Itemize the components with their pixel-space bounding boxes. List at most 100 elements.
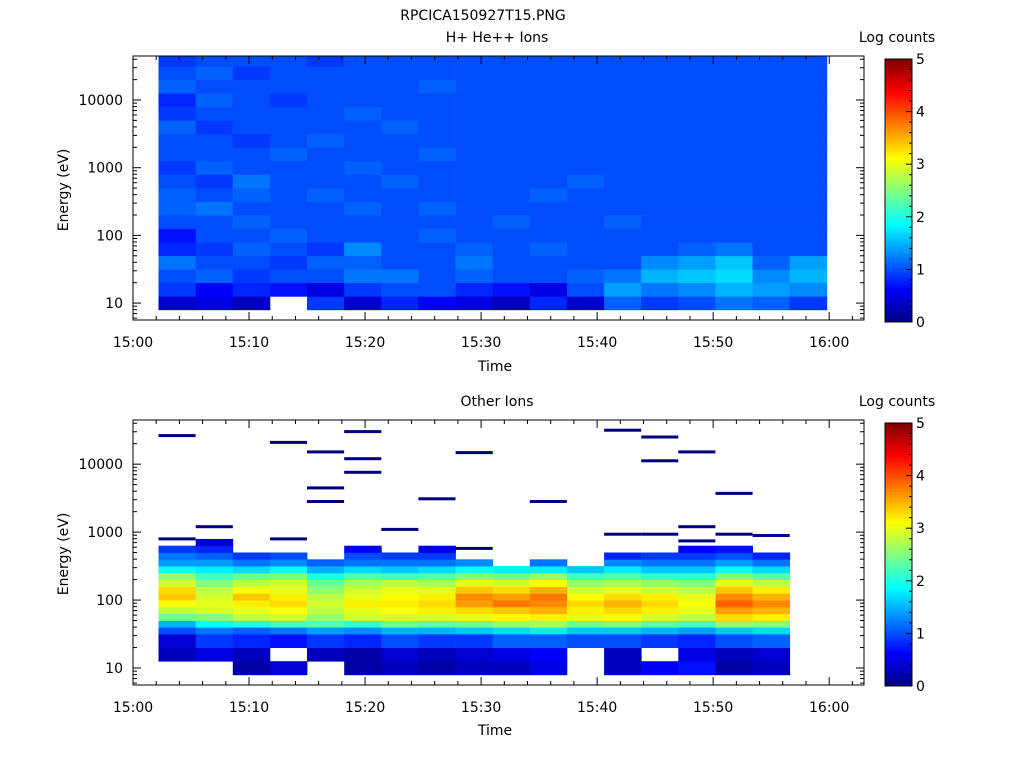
heatmap-area: [158, 428, 791, 676]
y-axis-label: Energy (eV): [56, 149, 72, 232]
colorbar-segment: [885, 433, 912, 437]
colorbar-segment: [885, 509, 912, 513]
heatmap-cell: [529, 661, 568, 676]
heatmap-cell: [752, 559, 791, 567]
heatmap-cell: [269, 627, 308, 635]
heatmap-cell: [789, 120, 828, 135]
heatmap-cell: [752, 586, 791, 594]
heatmap-cell: [641, 552, 679, 560]
heatmap-cell: [307, 79, 345, 94]
colorbar-segment: [885, 77, 912, 81]
heatmap-cell: [455, 120, 494, 135]
heatmap-cell: [678, 188, 716, 202]
heatmap-cell: [715, 579, 753, 587]
heatmap-cell: [307, 296, 345, 311]
heatmap-cell: [529, 647, 568, 662]
heatmap-cell: [641, 106, 679, 121]
heatmap-cell: [715, 647, 753, 662]
colorbar-segment: [885, 507, 912, 511]
heatmap-cell: [492, 106, 531, 121]
colorbar-segment: [885, 177, 912, 181]
heatmap-cell: [158, 133, 196, 148]
heatmap-cell: [715, 56, 753, 67]
heatmap-cell: [678, 174, 716, 189]
colorbar-tick-label: 5: [916, 52, 925, 68]
colorbar-segment: [885, 151, 912, 155]
x-tick-label: 15:30: [461, 700, 501, 716]
heatmap-cell: [418, 66, 456, 81]
heatmap-cell: [604, 613, 642, 621]
colorbar: 0 1 2 3 4 5: [884, 416, 925, 695]
colorbar-segment: [885, 617, 912, 621]
colorbar-segment: [885, 61, 912, 65]
heatmap-cell: [492, 634, 531, 648]
heatmap-cell: [344, 634, 382, 648]
heatmap-cell: [492, 120, 531, 135]
heatmap-cell: [789, 201, 828, 216]
heatmap-cell: [752, 627, 791, 635]
heatmap-cell: [752, 79, 791, 94]
heatmap-cell: [789, 174, 828, 189]
heatmap-cell: [604, 188, 642, 202]
heatmap-cell: [455, 228, 494, 243]
heatmap-cell: [715, 201, 753, 216]
heatmap-cell: [529, 160, 568, 175]
heatmap-cell: [344, 606, 382, 615]
heatmap-cell: [344, 647, 382, 662]
heatmap-cell: [567, 613, 605, 621]
colorbar-segment: [885, 101, 912, 105]
heatmap-cell: [269, 572, 308, 581]
panel-h-he-ions: H+ He++ Ions Log counts Time Energy (eV)…: [56, 30, 935, 375]
heatmap-cell: [232, 66, 271, 81]
heatmap-cell: [195, 586, 234, 594]
colorbar-segment: [885, 607, 912, 611]
heatmap-cell: [604, 606, 642, 615]
colorbar-segment: [885, 282, 912, 286]
colorbar-segment: [885, 683, 912, 687]
heatmap-cell: [232, 255, 271, 270]
heatmap-cell: [567, 201, 605, 216]
heatmap-cell: [604, 133, 642, 148]
heatmap-cell: [269, 593, 308, 601]
colorbar-segment: [885, 451, 912, 456]
heatmap-cell: [567, 120, 605, 135]
heatmap-cell: [492, 255, 531, 270]
heatmap-cell: [158, 566, 196, 574]
colorbar-segment: [885, 430, 912, 435]
colorbar: 0 1 2 3 4 5: [884, 52, 925, 331]
colorbar-segment: [885, 229, 912, 234]
detection-line: [641, 532, 679, 536]
heatmap-cell: [418, 586, 456, 594]
heatmap-cell: [344, 66, 382, 81]
colorbar-segment: [885, 567, 912, 571]
heatmap-cell: [678, 572, 716, 581]
colorbar-segment: [885, 258, 912, 263]
heatmap-cell: [344, 586, 382, 594]
heatmap-cell: [529, 566, 568, 574]
detection-line: [715, 491, 753, 495]
heatmap-cell: [455, 606, 494, 615]
detection-line: [604, 532, 642, 536]
heatmap-cell: [269, 620, 308, 628]
colorbar-segment: [885, 256, 912, 260]
heatmap-cell: [641, 613, 679, 621]
colorbar-segment: [885, 580, 912, 584]
heatmap-cell: [158, 120, 196, 135]
heatmap-cell: [307, 228, 345, 243]
heatmap-cell: [678, 661, 716, 676]
heatmap-cell: [269, 188, 308, 202]
detection-line: [641, 459, 679, 463]
detection-line: [158, 537, 196, 541]
heatmap-cell: [418, 147, 456, 162]
heatmap-cell: [158, 106, 196, 121]
heatmap-cell: [752, 242, 791, 257]
heatmap-cell: [344, 188, 382, 202]
heatmap-cell: [567, 106, 605, 121]
heatmap-cell: [381, 93, 419, 108]
heatmap-cell: [641, 160, 679, 175]
heatmap-cell: [269, 201, 308, 216]
colorbar-segment: [885, 314, 912, 318]
heatmap-cell: [492, 215, 531, 229]
colorbar-segment: [885, 261, 912, 265]
heatmap-cell: [158, 242, 196, 257]
